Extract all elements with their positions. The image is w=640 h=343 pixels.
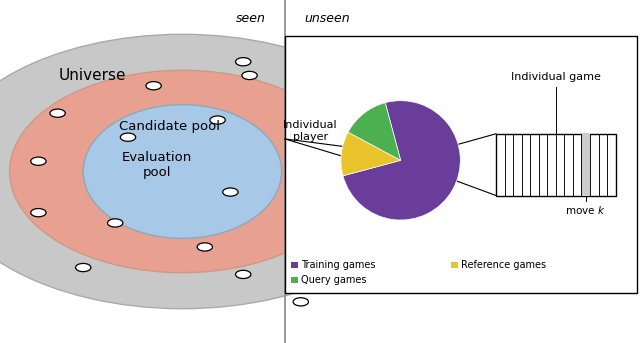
Circle shape <box>293 298 308 306</box>
Text: unseen: unseen <box>304 12 349 25</box>
Circle shape <box>357 209 372 217</box>
Bar <box>496 134 616 196</box>
Circle shape <box>236 58 251 66</box>
Text: Individual
player: Individual player <box>283 120 338 142</box>
Text: Reference games: Reference games <box>461 260 546 270</box>
Bar <box>451 262 458 268</box>
Circle shape <box>146 82 161 90</box>
Circle shape <box>50 109 65 117</box>
Text: Evaluation
pool: Evaluation pool <box>122 151 192 179</box>
Text: Individual game: Individual game <box>511 72 601 82</box>
Text: Universe: Universe <box>59 68 127 83</box>
Circle shape <box>396 158 405 163</box>
Bar <box>291 277 298 283</box>
Bar <box>285 36 637 293</box>
Bar <box>291 262 298 268</box>
Circle shape <box>76 263 91 272</box>
Ellipse shape <box>0 34 426 309</box>
Text: Training games: Training games <box>301 260 375 270</box>
Circle shape <box>210 116 225 124</box>
Bar <box>582 134 590 196</box>
Circle shape <box>242 71 257 80</box>
Circle shape <box>31 209 46 217</box>
Text: Query games: Query games <box>301 275 366 285</box>
Text: seen: seen <box>236 12 266 25</box>
Text: Candidate pool: Candidate pool <box>119 120 220 133</box>
Wedge shape <box>348 103 401 161</box>
Circle shape <box>120 133 136 141</box>
Circle shape <box>197 243 212 251</box>
Wedge shape <box>343 101 460 220</box>
Text: move $k$: move $k$ <box>566 204 606 216</box>
Circle shape <box>236 270 251 279</box>
Circle shape <box>351 284 366 292</box>
Ellipse shape <box>83 105 282 238</box>
Ellipse shape <box>10 70 355 273</box>
Circle shape <box>223 188 238 196</box>
Circle shape <box>31 157 46 165</box>
Wedge shape <box>341 132 401 176</box>
Circle shape <box>108 219 123 227</box>
Circle shape <box>332 263 347 272</box>
